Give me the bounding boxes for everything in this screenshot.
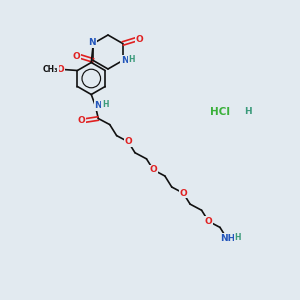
Text: NH: NH <box>220 234 236 243</box>
Text: O: O <box>124 137 132 146</box>
Text: N: N <box>88 38 96 47</box>
Text: H: H <box>235 233 241 242</box>
Text: O: O <box>136 35 144 44</box>
Text: N: N <box>94 101 102 110</box>
Text: H: H <box>102 100 109 109</box>
Text: O: O <box>72 52 80 61</box>
Text: H: H <box>128 55 135 64</box>
Text: O: O <box>179 189 187 198</box>
Text: O: O <box>56 65 64 74</box>
Text: CH₃: CH₃ <box>43 65 58 74</box>
Text: O: O <box>205 217 212 226</box>
Text: O: O <box>77 116 85 125</box>
Text: N: N <box>121 56 128 65</box>
Text: HCl: HCl <box>210 107 230 117</box>
Text: H: H <box>244 107 252 116</box>
Text: O: O <box>149 165 157 174</box>
